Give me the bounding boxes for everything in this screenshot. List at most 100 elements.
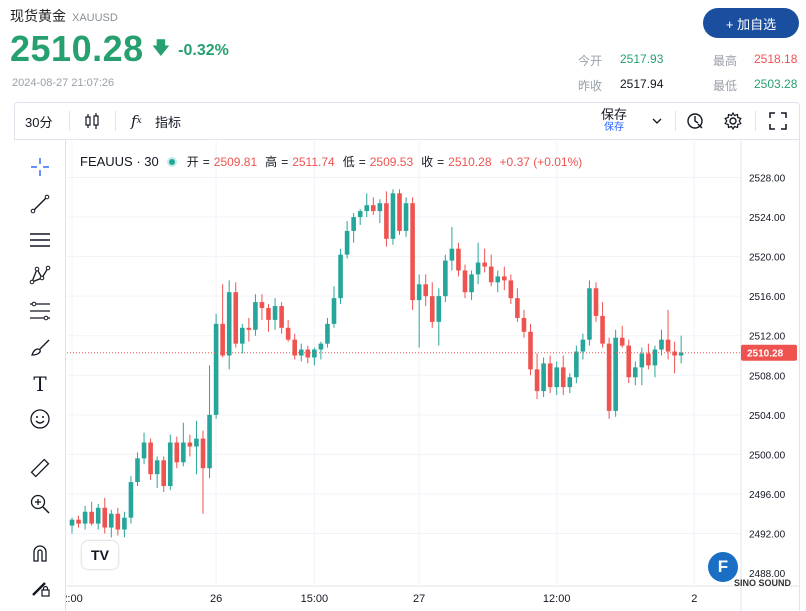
time-axis: 2:00 26 15:00 27 12:00 2 (61, 585, 800, 605)
legend-change: +0.37 (+0.01%) (499, 154, 583, 169)
candle-body (312, 349, 317, 358)
interval-button[interactable]: 30分 (25, 114, 53, 130)
price-axis: 2492.00 2496.00 2500.00 2504.00 2508.00 2512.… (67, 141, 797, 611)
save-button[interactable]: 保存 保存 (601, 103, 627, 139)
time-tick-label: 15:00 (301, 593, 329, 605)
price-tick-label: 2500.00 (749, 450, 786, 461)
candlestick-icon[interactable] (83, 103, 101, 139)
price-tick-label: 2524.00 (749, 213, 786, 224)
parallel-lines-icon[interactable] (24, 225, 56, 255)
candle-body (213, 323, 219, 415)
candle-body (371, 205, 376, 212)
candle-body (318, 343, 324, 350)
add-watchlist-button[interactable]: + 加自选 (703, 8, 799, 38)
legend-high-label: 高 (265, 155, 278, 169)
candle-body (194, 438, 199, 447)
price-tick-label: 2508.00 (749, 371, 786, 382)
legend-open: 2509.81 (213, 154, 258, 169)
candle-body (351, 217, 356, 231)
quote-timestamp: 2024-08-27 21:07:26 (12, 77, 115, 89)
candle-body (390, 193, 396, 239)
change-percent: -0.32% (178, 42, 229, 59)
drawing-toolbar: T (14, 140, 66, 611)
candle-body (279, 306, 284, 328)
price-tick-label: 2492.00 (749, 530, 786, 541)
legend-symbol[interactable]: FEAUUS · 30 (80, 154, 159, 169)
watermark-logo: F (708, 552, 738, 582)
candle-body (600, 315, 605, 344)
crosshair-icon[interactable] (24, 152, 56, 182)
candle-body (344, 230, 350, 255)
fib-icon[interactable] (24, 296, 56, 326)
candle-body (416, 284, 422, 301)
candle-body (502, 276, 507, 281)
emoji-icon[interactable] (24, 404, 56, 434)
time-tick-label: 2 (691, 593, 697, 605)
candle-body (606, 343, 612, 411)
candle-body (141, 442, 147, 459)
indicators-button[interactable]: 指标 (155, 114, 182, 130)
candle-body (109, 513, 114, 528)
pattern-icon[interactable] (24, 260, 56, 290)
price-tick-label: 2504.00 (749, 411, 786, 422)
time-tick-label: 26 (210, 593, 222, 605)
candle-body (521, 317, 527, 332)
legend-close-label: 收 (421, 155, 434, 169)
candle-body (488, 266, 494, 283)
tradingview-logo[interactable]: TV (82, 541, 118, 569)
candle-body (226, 292, 232, 356)
candle-body (187, 442, 193, 447)
fullscreen-icon[interactable] (769, 103, 787, 139)
candle-body (384, 203, 389, 239)
legend-high: 2511.74 (292, 154, 335, 169)
legend-low-label: 低 (342, 155, 355, 169)
candle-body (515, 298, 520, 318)
grid-lines (67, 141, 740, 586)
gear-icon[interactable] (723, 103, 743, 139)
candle-body (469, 274, 474, 293)
candle-body (449, 248, 455, 261)
watermark-text: SINO SOUND (734, 578, 792, 588)
candle-body (436, 296, 442, 322)
price-tick-label: 2528.00 (749, 174, 786, 185)
candle-body (266, 308, 271, 320)
candle-body (475, 262, 481, 275)
trend-line-icon[interactable] (24, 189, 56, 219)
candle-body (377, 203, 383, 212)
candle-body (82, 511, 88, 524)
candle-body (397, 193, 402, 231)
instrument-code: XAUUSD (72, 12, 118, 24)
candle-body (240, 327, 245, 344)
candle-body (331, 298, 337, 324)
last-price-tag (741, 344, 797, 361)
candle-body (560, 367, 566, 388)
candle-body (207, 414, 212, 469)
candle-body (554, 367, 559, 388)
candle-body (233, 292, 239, 344)
candle-body (246, 327, 252, 330)
candle-body (593, 288, 599, 316)
candle-body (364, 205, 370, 212)
candle-body (456, 248, 461, 271)
candle-body (128, 482, 134, 518)
time-tick-label: 12:00 (543, 593, 571, 605)
magnet-icon[interactable] (24, 538, 56, 568)
candle-body (220, 323, 225, 356)
quote-header: 现货黄金 XAUUSD 2510.28 🡇 -0.32% 2024-08-27 … (0, 0, 806, 100)
candle-body (253, 302, 258, 330)
candle-body (89, 511, 94, 524)
chevron-down-icon[interactable] (651, 103, 663, 139)
alert-clock-icon[interactable] (685, 103, 705, 139)
candle-body (76, 519, 81, 524)
zoom-in-icon[interactable] (24, 489, 56, 519)
candle-body (574, 351, 579, 378)
lock-pencil-icon[interactable] (24, 573, 56, 603)
last-price: 2510.28 (10, 28, 144, 69)
ruler-icon[interactable] (24, 453, 56, 483)
brush-icon[interactable] (24, 333, 56, 363)
candle-body (403, 203, 409, 231)
text-icon[interactable]: T (33, 372, 47, 396)
instrument-name-row: 现货黄金 XAUUSD (10, 6, 118, 26)
